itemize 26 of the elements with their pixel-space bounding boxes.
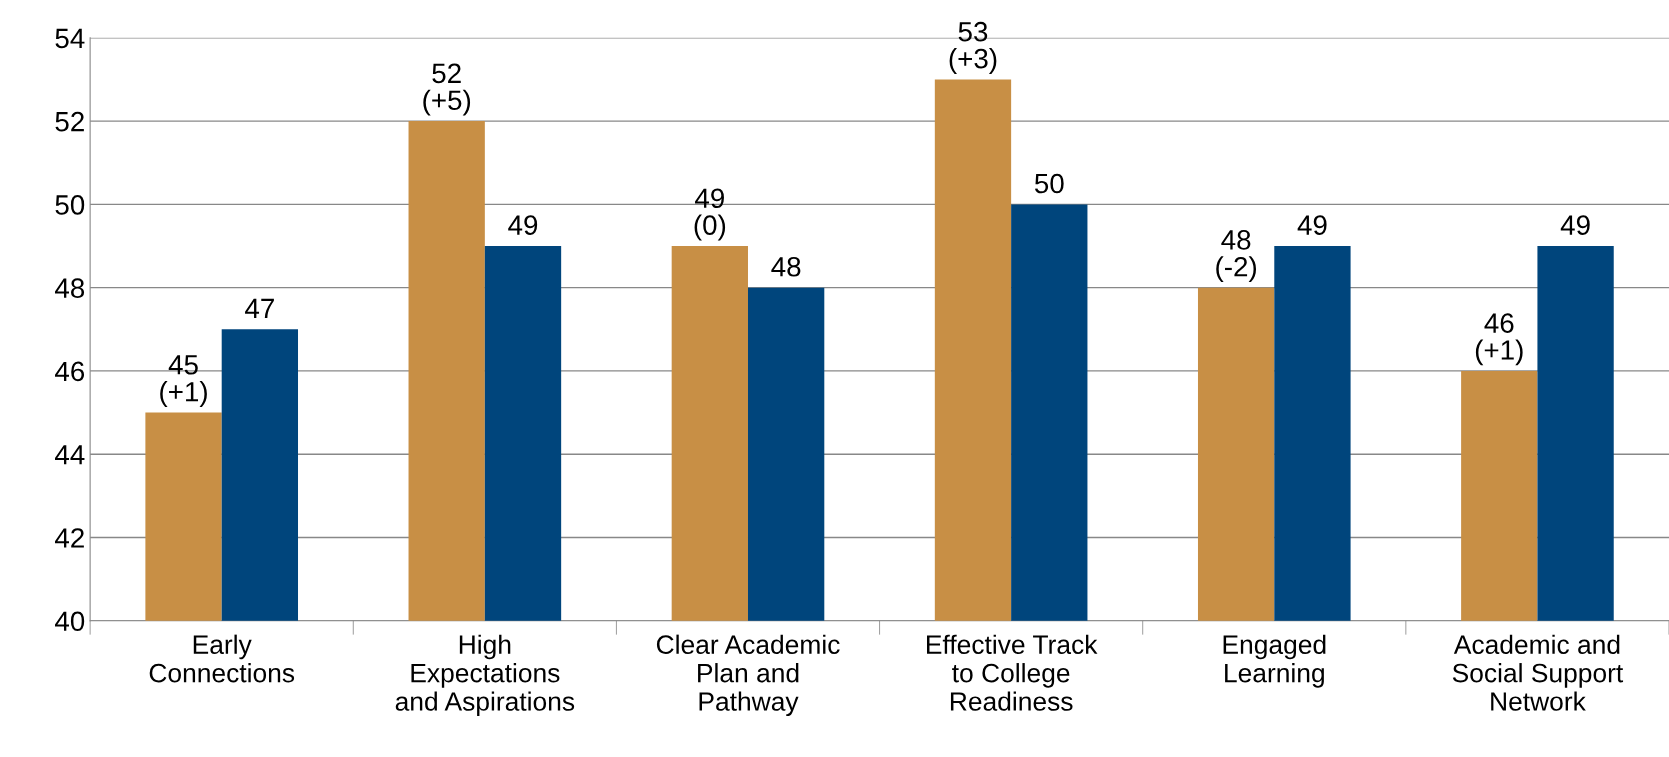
x-tick-label: Early Connections bbox=[149, 634, 295, 683]
data-label: 46 (+1) bbox=[1475, 313, 1523, 366]
y-tick-label: 42 bbox=[55, 528, 84, 548]
data-label: 52 (+5) bbox=[423, 63, 471, 116]
y-tick-label: 40 bbox=[55, 611, 85, 632]
y-tick-label: 54 bbox=[55, 28, 85, 49]
data-label: 45 (+1) bbox=[160, 355, 207, 407]
x-tick-label: High Expectations and Aspirations bbox=[395, 634, 575, 717]
data-label: 49 bbox=[1297, 215, 1327, 235]
data-label: 49 bbox=[1560, 215, 1590, 235]
y-tick-label: 48 bbox=[55, 278, 85, 298]
data-label: 49 bbox=[508, 215, 538, 235]
data-label: 48 bbox=[771, 256, 801, 277]
data-label: 49 (0) bbox=[694, 188, 726, 241]
y-tick-label: 50 bbox=[55, 195, 85, 215]
data-label: 53 (+3) bbox=[949, 21, 997, 74]
y-tick-label: 44 bbox=[55, 445, 85, 465]
data-label: 48 (-2) bbox=[1216, 230, 1256, 283]
y-tick-label: 52 bbox=[55, 111, 84, 132]
data-label: 50 bbox=[1034, 173, 1064, 194]
data-label: 47 bbox=[245, 298, 274, 318]
x-tick-label: Clear Academic Plan and Pathway bbox=[656, 634, 840, 717]
x-tick-label: Academic and Social Support Network bbox=[1452, 634, 1624, 711]
y-tick-label: 46 bbox=[55, 361, 85, 382]
x-tick-label: Engaged Learning bbox=[1223, 634, 1326, 688]
x-tick-label: Effective Track to College Readiness bbox=[927, 634, 1098, 711]
